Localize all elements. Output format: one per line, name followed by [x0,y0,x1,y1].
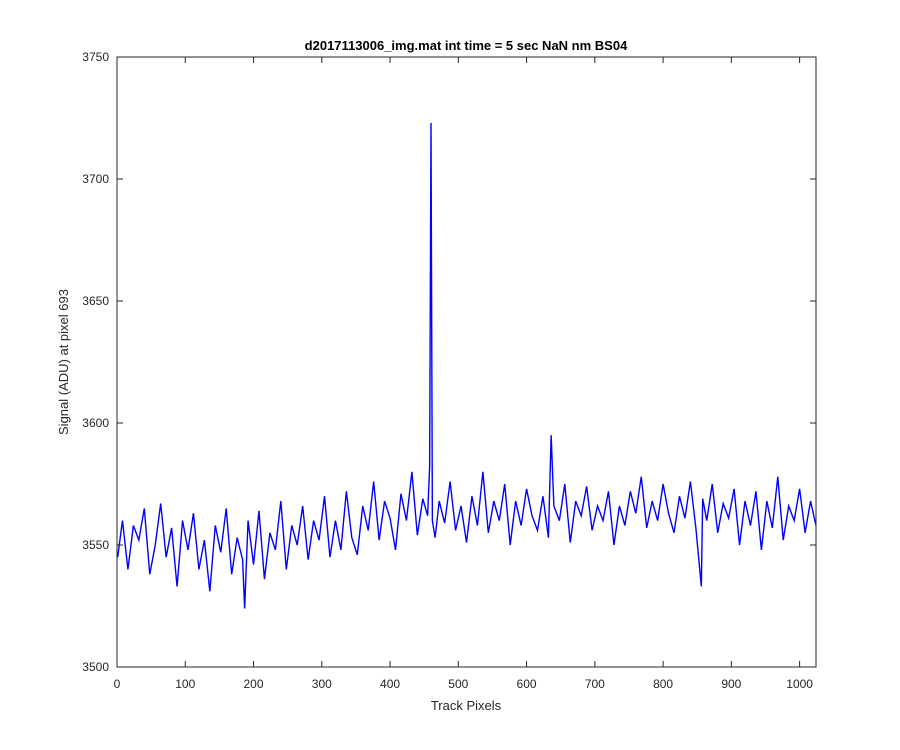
y-tick-label: 3700 [82,172,109,186]
x-tick-label: 800 [653,677,673,691]
y-axis-label: Signal (ADU) at pixel 693 [56,289,71,435]
chart-title: d2017113006_img.mat int time = 5 sec NaN… [305,38,628,53]
y-tick-label: 3600 [82,416,109,430]
y-tick-label: 3550 [82,538,109,552]
x-tick-label: 200 [244,677,264,691]
plot-area [117,57,816,667]
y-tick-label: 3650 [82,294,109,308]
x-tick-label: 900 [721,677,741,691]
axes-box [116,56,817,668]
x-axis-label: Track Pixels [431,698,502,713]
series-line-1 [116,122,817,609]
x-tick-label: 600 [517,677,537,691]
y-ticks: 3500 3550 3600 3650 3700 3750 [82,50,816,674]
x-tick-label: 400 [380,677,400,691]
x-tick-label: 1000 [786,677,813,691]
x-tick-label: 700 [585,677,605,691]
y-tick-label: 3750 [82,50,109,64]
x-tick-label: 100 [175,677,195,691]
x-tick-label: 0 [114,677,121,691]
series-layer [116,122,817,609]
x-tick-label: 300 [312,677,332,691]
x-ticks: 0 100 200 300 400 500 600 700 800 900 1000 [114,57,813,691]
y-tick-label: 3500 [82,660,109,674]
x-tick-label: 500 [448,677,468,691]
